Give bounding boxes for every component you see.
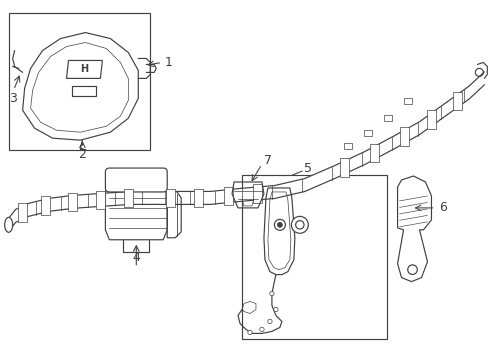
Text: 5: 5	[303, 162, 311, 175]
Polygon shape	[334, 152, 364, 179]
Polygon shape	[394, 122, 419, 149]
Bar	[426, 110, 435, 129]
Bar	[41, 197, 50, 215]
Text: 6: 6	[439, 201, 447, 215]
Polygon shape	[29, 198, 48, 216]
Text: 2: 2	[79, 148, 86, 161]
Bar	[165, 189, 174, 207]
Text: H: H	[80, 64, 88, 75]
Circle shape	[267, 319, 271, 324]
Circle shape	[273, 307, 278, 312]
Polygon shape	[468, 72, 483, 99]
Polygon shape	[240, 185, 274, 201]
Polygon shape	[100, 192, 130, 206]
Polygon shape	[16, 203, 29, 222]
Polygon shape	[155, 192, 180, 204]
FancyBboxPatch shape	[9, 13, 150, 150]
Bar	[18, 203, 27, 222]
Polygon shape	[9, 210, 16, 231]
Bar	[253, 184, 262, 203]
Ellipse shape	[5, 217, 13, 232]
Bar	[399, 127, 408, 146]
FancyBboxPatch shape	[242, 175, 386, 339]
Polygon shape	[210, 189, 240, 204]
Bar	[383, 115, 391, 121]
Polygon shape	[48, 195, 72, 211]
Polygon shape	[180, 192, 210, 204]
Text: 1: 1	[164, 56, 172, 69]
Polygon shape	[274, 179, 304, 198]
Polygon shape	[364, 136, 394, 165]
Polygon shape	[419, 104, 444, 135]
Circle shape	[277, 222, 282, 227]
Bar	[223, 187, 232, 206]
Text: 7: 7	[264, 154, 271, 167]
Bar	[96, 191, 105, 209]
FancyBboxPatch shape	[105, 168, 167, 192]
Polygon shape	[72, 193, 100, 208]
Circle shape	[259, 327, 264, 332]
Circle shape	[269, 291, 274, 296]
Bar	[123, 189, 133, 207]
Bar	[403, 98, 411, 104]
Polygon shape	[444, 86, 468, 117]
Bar	[363, 130, 371, 136]
Bar	[343, 143, 351, 149]
Polygon shape	[130, 192, 155, 204]
Bar	[340, 158, 348, 177]
Bar	[68, 193, 77, 211]
Text: 4: 4	[132, 251, 140, 264]
Circle shape	[247, 330, 252, 334]
Circle shape	[291, 216, 308, 233]
Bar	[452, 92, 461, 110]
Text: 3: 3	[9, 92, 17, 105]
Bar	[193, 189, 202, 207]
Polygon shape	[304, 166, 334, 192]
Bar	[369, 144, 378, 162]
